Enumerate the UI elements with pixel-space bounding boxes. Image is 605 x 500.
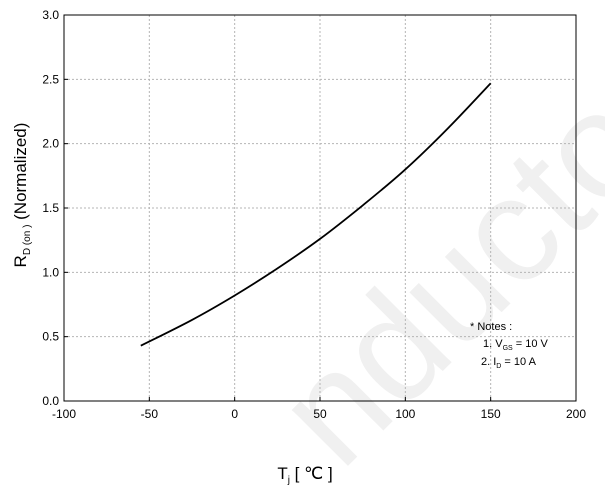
x-tick-label: -100	[52, 407, 76, 421]
y-axis-label: RD (on ) (Normalized)	[11, 123, 33, 268]
x-label-rest: [ ℃ ]	[290, 464, 333, 483]
note-2-suffix: = 10 A	[501, 356, 536, 368]
x-label-main: T	[277, 464, 287, 483]
x-tick-label: 50	[313, 407, 327, 421]
notes-header: * Notes :	[470, 321, 512, 333]
note-1-prefix: 1. V	[483, 338, 503, 350]
y-tick-label: 3.0	[42, 8, 59, 22]
watermark-text: nductor	[244, 23, 605, 496]
x-axis-label: Tj [ ℃ ]	[277, 464, 332, 486]
y-tick-label: 2.5	[42, 72, 59, 86]
note-line-2: 2. ID = 10 A	[481, 356, 537, 370]
notes-annotation: * Notes : 1. VGS = 10 V 2. ID = 10 A	[470, 321, 549, 370]
y-label-main: R	[11, 255, 30, 267]
x-axis-ticks: -100 -50 0 50 100 150 200	[52, 397, 586, 421]
x-tick-label: 200	[566, 407, 586, 421]
grid-lines	[64, 15, 576, 401]
y-tick-label: 0.0	[42, 394, 59, 408]
y-tick-label: 1.5	[42, 201, 59, 215]
y-axis-ticks: 0.0 0.5 1.0 1.5 2.0 2.5 3.0	[42, 8, 68, 408]
x-tick-label: 100	[395, 407, 415, 421]
y-label-rest: (Normalized)	[11, 123, 30, 225]
series-line	[140, 82, 492, 347]
note-1-suffix: = 10 V	[513, 338, 549, 350]
note-1-sub: GS	[503, 345, 513, 352]
y-tick-label: 2.0	[42, 137, 59, 151]
x-tick-label: 150	[481, 407, 501, 421]
x-tick-label: -50	[141, 407, 159, 421]
note-2-sub: D	[496, 363, 501, 370]
y-tick-label: 0.5	[42, 330, 59, 344]
note-2-prefix: 2. I	[481, 356, 496, 368]
note-line-1: 1. VGS = 10 V	[483, 338, 549, 352]
y-tick-label: 1.0	[42, 265, 59, 279]
x-tick-label: 0	[231, 407, 238, 421]
y-label-sub: D (on )	[22, 225, 33, 256]
x-label-sub: j	[287, 475, 290, 486]
